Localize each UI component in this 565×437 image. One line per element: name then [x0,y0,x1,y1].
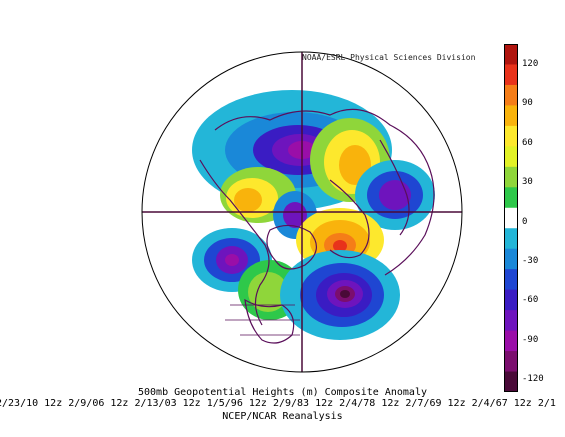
colorbar-tick-label: 30 [522,177,533,188]
colorbar-tick-label: 90 [522,98,533,109]
colorbar-swatch [504,248,518,270]
colorbar-tick-label: 120 [522,59,539,69]
colorbar-swatch [504,187,518,209]
colorbar-tick-label: -30 [522,255,539,266]
colorbar-swatch [504,351,518,373]
map-title: 500mb Geopotential Heights (m) Composite… [138,387,427,398]
colorbar [504,44,518,392]
colorbar-swatch [504,146,518,168]
colorbar-swatch [504,289,518,311]
credit-label: NOAA/ESRL Physical Sciences Division [302,53,476,62]
colorbar-swatch [504,228,518,250]
colorbar-tick-label: 0 [522,216,528,227]
colorbar-swatch [504,371,518,392]
data-source: NCEP/NCAR Reanalysis [222,411,343,422]
composite-dates: 2/23/10 12z 2/9/06 12z 2/13/03 12z 1/5/9… [0,398,556,409]
colorbar-swatch [504,105,518,127]
colorbar-tick-label: -90 [522,334,539,345]
colorbar-swatch [504,330,518,352]
colorbar-swatch [504,125,518,147]
colorbar-tick-label: -60 [522,295,539,306]
colorbar-swatch [504,166,518,188]
colorbar-swatch [504,44,518,65]
colorbar-swatch [504,269,518,291]
anomaly-field [142,52,462,372]
colorbar-tick-label: -120 [522,374,544,384]
colorbar-swatch [504,84,518,106]
colorbar-tick-label: 60 [522,137,533,148]
colorbar-swatch [504,64,518,86]
colorbar-swatch [504,310,518,332]
colorbar-swatch [504,207,518,229]
